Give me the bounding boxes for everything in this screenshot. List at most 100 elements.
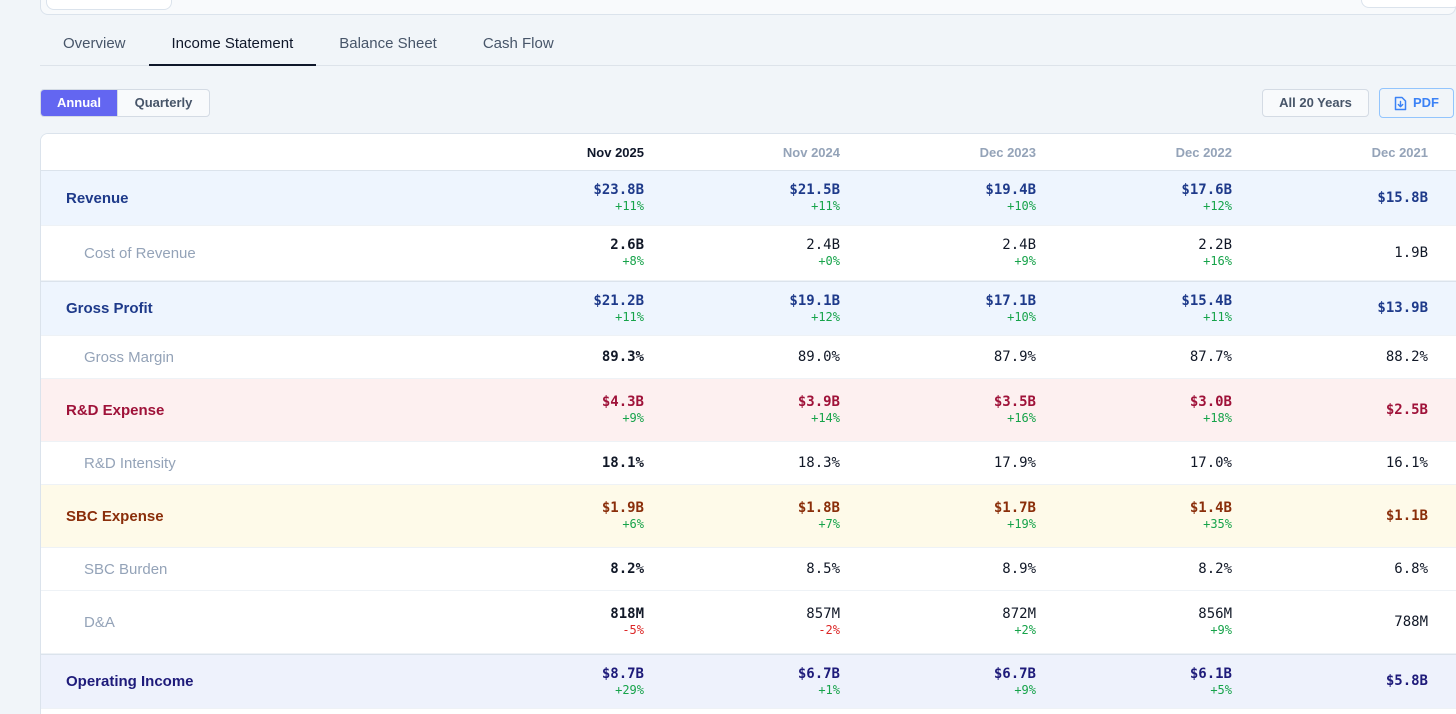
- table-cell: $15.4B +11%: [1039, 293, 1235, 325]
- growth-badge: +9%: [1014, 254, 1036, 268]
- cell-value: 8.2%: [1198, 560, 1232, 577]
- table-cell: $13.9B: [1235, 300, 1431, 317]
- cell-value: 16.1%: [1385, 454, 1428, 471]
- column-header[interactable]: Dec 2021: [1371, 144, 1428, 160]
- cell-value: $15.4B: [1181, 292, 1232, 309]
- cell-value: $3.5B: [993, 394, 1036, 410]
- cell-value: $23.8B: [593, 182, 644, 198]
- growth-badge: +12%: [1203, 199, 1232, 213]
- column-header[interactable]: Nov 2025: [586, 144, 644, 160]
- header-action-button[interactable]: [1361, 0, 1456, 8]
- table-row[interactable]: D&A 818M -5% 857M -2% 872M +2% 856M +9% 788M: [41, 591, 1456, 654]
- cell-value: 87.9%: [993, 348, 1036, 365]
- pdf-button-label: PDF: [1413, 95, 1439, 110]
- quarterly-button[interactable]: Quarterly: [117, 90, 209, 116]
- growth-badge: +11%: [1203, 309, 1232, 324]
- cell-value: $17.1B: [985, 292, 1036, 309]
- table-cell: 872M +2%: [843, 606, 1039, 638]
- row-label: Operating Income: [66, 673, 194, 690]
- cell-value: 89.3%: [601, 348, 644, 365]
- table-cell: 89.0%: [647, 349, 843, 366]
- growth-badge: -2%: [818, 623, 840, 637]
- table-row[interactable]: Gross Margin 89.3% 89.0% 87.9% 87.7% 88.2%: [41, 336, 1456, 379]
- cell-value: $17.6B: [1181, 182, 1232, 198]
- table-cell: $1.7B +19%: [843, 500, 1039, 532]
- cell-value: 6.8%: [1394, 560, 1428, 577]
- growth-badge: +0%: [818, 254, 840, 268]
- cell-value: $5.8B: [1385, 673, 1428, 689]
- growth-badge: +8%: [622, 254, 644, 268]
- tab-overview[interactable]: Overview: [63, 35, 126, 52]
- table-cell: 6.8%: [1235, 561, 1431, 578]
- cell-value: 2.6B: [610, 237, 644, 253]
- growth-badge: +7%: [818, 517, 840, 531]
- cell-value: $1.9B: [601, 500, 644, 516]
- cell-value: $1.1B: [1385, 507, 1428, 524]
- row-label: Revenue: [66, 189, 129, 207]
- cell-value: 2.4B: [806, 237, 840, 253]
- row-label: Gross Profit: [66, 300, 153, 317]
- row-label: SBC Burden: [84, 560, 168, 578]
- table-cell: 2.6B +8%: [451, 237, 647, 269]
- cell-value: 818M: [610, 606, 644, 622]
- cell-value: $8.7B: [601, 665, 644, 682]
- period-toggle: Annual Quarterly: [40, 89, 210, 117]
- table-cell: $15.8B: [1235, 190, 1431, 207]
- table-row[interactable]: Gross Profit $21.2B +11% $19.1B +12% $17.1B +1…: [41, 281, 1456, 336]
- annual-button[interactable]: Annual: [41, 90, 117, 116]
- table-cell: 1.9B: [1235, 245, 1431, 262]
- column-header[interactable]: Nov 2024: [782, 144, 840, 160]
- table-cell: 17.9%: [843, 455, 1039, 472]
- table-row[interactable]: Revenue $23.8B +11% $21.5B +11% $19.4B +10% $17…: [41, 171, 1456, 226]
- cell-value: 8.5%: [806, 560, 840, 577]
- table-cell: 818M -5%: [451, 606, 647, 638]
- growth-badge: +16%: [1203, 254, 1232, 268]
- table-cell: 88.2%: [1235, 349, 1431, 366]
- cell-value: 18.1%: [601, 454, 644, 471]
- table-row[interactable]: R&D Expense $4.3B +9% $3.9B +14% $3.5B +16% $3.…: [41, 379, 1456, 442]
- year-range-button[interactable]: All 20 Years: [1262, 89, 1369, 117]
- growth-badge: +11%: [811, 199, 840, 213]
- table-row[interactable]: R&D Intensity 18.1% 18.3% 17.9% 17.0% 16.1%: [41, 442, 1456, 485]
- cell-value: 2.4B: [1002, 237, 1036, 253]
- column-header[interactable]: Dec 2022: [1175, 144, 1232, 160]
- table-cell: $6.7B +9%: [843, 666, 1039, 698]
- table-cell: $17.1B +10%: [843, 293, 1039, 325]
- table-cell: $19.1B +12%: [647, 293, 843, 325]
- column-header[interactable]: Dec 2023: [979, 144, 1036, 160]
- cell-value: 18.3%: [797, 454, 840, 471]
- table-cell: $17.6B +12%: [1039, 182, 1235, 214]
- table-cell: $3.0B +18%: [1039, 394, 1235, 426]
- table-cell: 8.9%: [843, 561, 1039, 578]
- cell-value: $21.2B: [593, 292, 644, 309]
- cell-value: $6.1B: [1189, 665, 1232, 682]
- table-cell: 87.7%: [1039, 349, 1235, 366]
- growth-badge: +10%: [1007, 309, 1036, 324]
- cell-value: $3.0B: [1189, 394, 1232, 410]
- pdf-download-button[interactable]: PDF: [1379, 88, 1454, 118]
- table-row[interactable]: Cost of Revenue 2.6B +8% 2.4B +0% 2.4B +9% 2.2B…: [41, 226, 1456, 281]
- growth-badge: +11%: [615, 309, 644, 324]
- growth-badge: +9%: [622, 411, 644, 425]
- cell-value: 17.9%: [993, 454, 1036, 471]
- tab-income-statement[interactable]: Income Statement: [148, 22, 317, 66]
- ticker-selector[interactable]: [46, 0, 172, 10]
- table-cell: $1.1B: [1235, 508, 1431, 525]
- table-cell: $3.9B +14%: [647, 394, 843, 426]
- cell-value: $1.7B: [993, 500, 1036, 516]
- table-cell: 856M +9%: [1039, 606, 1235, 638]
- row-label: R&D Intensity: [84, 454, 176, 472]
- table-cell: 2.2B +16%: [1039, 237, 1235, 269]
- tab-balance-sheet[interactable]: Balance Sheet: [339, 35, 437, 52]
- growth-badge: +19%: [1007, 517, 1036, 531]
- table-cell: $3.5B +16%: [843, 394, 1039, 426]
- table-row[interactable]: Operating Income $8.7B +29% $6.7B +1% $6.7B +9…: [41, 654, 1456, 709]
- table-row[interactable]: SBC Burden 8.2% 8.5% 8.9% 8.2% 6.8%: [41, 548, 1456, 591]
- tab-cash-flow[interactable]: Cash Flow: [482, 35, 554, 52]
- table-cell: $5.8B: [1235, 673, 1431, 690]
- table-cell: $8.7B +29%: [451, 666, 647, 698]
- table-row[interactable]: SBC Expense $1.9B +6% $1.8B +7% $1.7B +19% $1.4…: [41, 485, 1456, 548]
- cell-value: $4.3B: [601, 394, 644, 410]
- table-cell: $6.1B +5%: [1039, 666, 1235, 698]
- table-cell: 2.4B +9%: [843, 237, 1039, 269]
